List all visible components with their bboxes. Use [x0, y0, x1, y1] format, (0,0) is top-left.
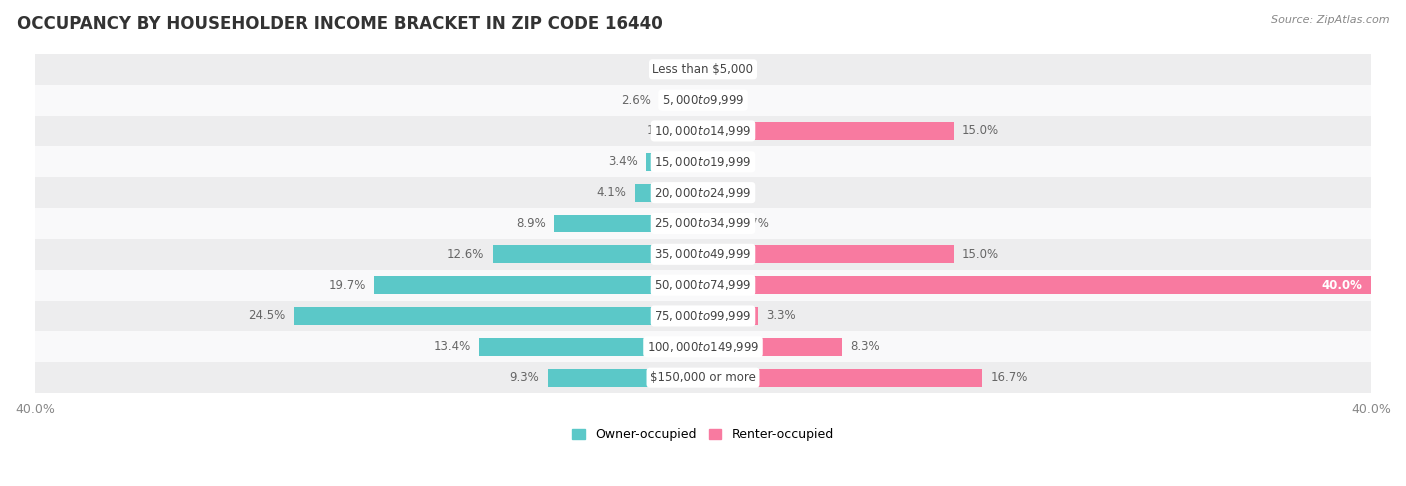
Bar — [35, 54, 1371, 85]
Bar — [697, 60, 703, 78]
Bar — [634, 184, 703, 202]
Text: 8.3%: 8.3% — [851, 340, 880, 353]
Text: 16.7%: 16.7% — [990, 371, 1028, 384]
Text: Source: ZipAtlas.com: Source: ZipAtlas.com — [1271, 15, 1389, 25]
Text: OCCUPANCY BY HOUSEHOLDER INCOME BRACKET IN ZIP CODE 16440: OCCUPANCY BY HOUSEHOLDER INCOME BRACKET … — [17, 15, 662, 33]
Bar — [703, 369, 981, 386]
Bar — [35, 270, 1371, 300]
Text: 8.9%: 8.9% — [516, 217, 546, 230]
Text: $25,000 to $34,999: $25,000 to $34,999 — [654, 216, 752, 230]
Text: 40.0%: 40.0% — [1322, 278, 1362, 292]
Text: $50,000 to $74,999: $50,000 to $74,999 — [654, 278, 752, 292]
Text: 15.0%: 15.0% — [962, 248, 1000, 261]
Bar — [703, 276, 1371, 294]
Text: $35,000 to $49,999: $35,000 to $49,999 — [654, 247, 752, 261]
Bar — [294, 307, 703, 325]
Text: 1.7%: 1.7% — [740, 217, 769, 230]
Text: 9.3%: 9.3% — [509, 371, 540, 384]
Bar — [685, 122, 703, 140]
Bar — [35, 331, 1371, 362]
Bar — [479, 338, 703, 356]
Text: 12.6%: 12.6% — [447, 248, 484, 261]
Text: $150,000 or more: $150,000 or more — [650, 371, 756, 384]
Text: 13.4%: 13.4% — [433, 340, 471, 353]
Bar — [659, 91, 703, 109]
Bar — [35, 116, 1371, 146]
Text: $75,000 to $99,999: $75,000 to $99,999 — [654, 309, 752, 323]
Bar — [703, 122, 953, 140]
Legend: Owner-occupied, Renter-occupied: Owner-occupied, Renter-occupied — [572, 428, 834, 441]
Text: 2.6%: 2.6% — [621, 94, 651, 106]
Bar — [374, 276, 703, 294]
Text: $20,000 to $24,999: $20,000 to $24,999 — [654, 186, 752, 200]
Bar — [35, 362, 1371, 393]
Bar — [35, 239, 1371, 270]
Bar — [703, 338, 842, 356]
Text: 1.1%: 1.1% — [647, 124, 676, 138]
Text: 4.1%: 4.1% — [596, 186, 626, 199]
Bar — [35, 146, 1371, 177]
Bar — [35, 208, 1371, 239]
Text: $100,000 to $149,999: $100,000 to $149,999 — [647, 340, 759, 354]
Text: 3.3%: 3.3% — [766, 310, 796, 323]
Bar — [703, 214, 731, 232]
Bar — [548, 369, 703, 386]
Bar — [647, 153, 703, 171]
Text: 24.5%: 24.5% — [249, 310, 285, 323]
Text: $15,000 to $19,999: $15,000 to $19,999 — [654, 155, 752, 169]
Text: 15.0%: 15.0% — [962, 124, 1000, 138]
Text: 3.4%: 3.4% — [609, 156, 638, 168]
Text: 19.7%: 19.7% — [328, 278, 366, 292]
Bar — [35, 300, 1371, 331]
Bar — [554, 214, 703, 232]
Bar — [703, 307, 758, 325]
Bar — [35, 177, 1371, 208]
Bar — [35, 85, 1371, 116]
Text: $10,000 to $14,999: $10,000 to $14,999 — [654, 124, 752, 138]
Text: 0.37%: 0.37% — [651, 63, 689, 76]
Text: $5,000 to $9,999: $5,000 to $9,999 — [662, 93, 744, 107]
Bar — [703, 245, 953, 263]
Text: Less than $5,000: Less than $5,000 — [652, 63, 754, 76]
Bar — [492, 245, 703, 263]
